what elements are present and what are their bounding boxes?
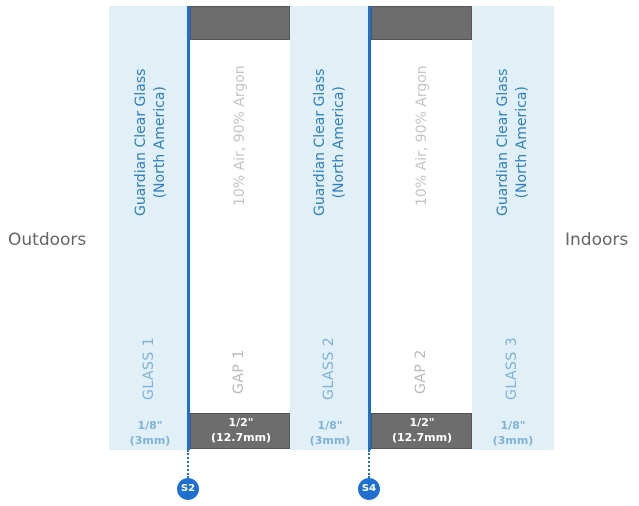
gap-2-spacer-bottom: 1/2" (12.7mm)	[371, 413, 472, 449]
surface-badge-s2[interactable]: S2	[177, 478, 199, 500]
indoors-label: Indoors	[565, 230, 629, 250]
gap-1-fill: 10% Air, 90% Argon	[232, 65, 248, 206]
coating-line-s2	[187, 6, 190, 450]
gap-1-label: GAP 1	[231, 349, 247, 394]
gap-1-spacer-bottom: 1/2" (12.7mm)	[190, 413, 290, 449]
coating-line-s4	[368, 6, 371, 450]
glass-3-material: Guardian Clear Glass (North America)	[495, 68, 530, 216]
glass-1-thickness: 1/8" (3mm)	[129, 419, 171, 447]
gap-1-thickness: 1/2" (12.7mm)	[210, 416, 272, 444]
glass-3-label: GLASS 3	[504, 336, 520, 400]
gap-1-spacer-top	[190, 6, 290, 40]
glass-3-thickness: 1/8" (3mm)	[492, 419, 534, 447]
glass-1-material: Guardian Clear Glass (North America)	[133, 68, 168, 216]
gap-1: 10% Air, 90% Argon GAP 1	[190, 6, 290, 450]
glass-pane-1: Guardian Clear Glass (North America) GLAS…	[109, 6, 190, 450]
coating-leader-s2	[187, 450, 189, 478]
glass-pane-2: Guardian Clear Glass (North America) GLAS…	[290, 6, 371, 450]
outdoors-label: Outdoors	[8, 230, 87, 250]
glass-2-thickness: 1/8" (3mm)	[309, 419, 351, 447]
glass-pane-3: Guardian Clear Glass (North America) GLAS…	[472, 6, 554, 450]
gap-2-thickness: 1/2" (12.7mm)	[391, 416, 453, 444]
glass-2-material: Guardian Clear Glass (North America)	[312, 68, 347, 216]
gap-2-fill: 10% Air, 90% Argon	[414, 65, 430, 206]
gap-2-label: GAP 2	[413, 349, 429, 394]
glass-2-label: GLASS 2	[321, 336, 337, 400]
gap-2-spacer-top	[371, 6, 472, 40]
coating-leader-s4	[368, 450, 370, 478]
gap-2: 10% Air, 90% Argon GAP 2	[371, 6, 472, 450]
surface-badge-s4[interactable]: S4	[358, 478, 380, 500]
glass-1-label: GLASS 1	[141, 336, 157, 400]
